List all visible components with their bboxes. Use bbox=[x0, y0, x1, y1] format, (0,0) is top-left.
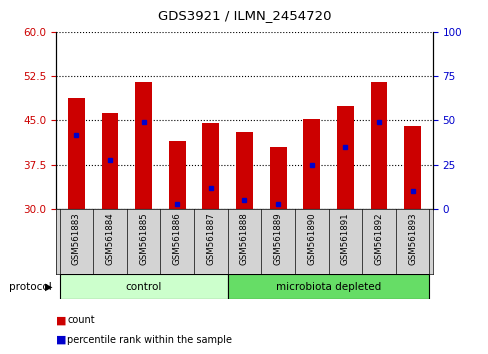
Bar bbox=[370, 82, 386, 209]
Text: microbiota depleted: microbiota depleted bbox=[275, 282, 380, 292]
Text: GSM561886: GSM561886 bbox=[172, 212, 182, 265]
Text: GSM561891: GSM561891 bbox=[340, 212, 349, 265]
Bar bbox=[202, 123, 219, 209]
Bar bbox=[227, 274, 428, 299]
Text: control: control bbox=[125, 282, 162, 292]
Text: GSM561883: GSM561883 bbox=[72, 212, 81, 265]
Bar bbox=[404, 126, 420, 209]
Bar bbox=[269, 147, 286, 209]
Bar bbox=[60, 274, 227, 299]
Text: GSM561884: GSM561884 bbox=[105, 212, 114, 265]
Text: GDS3921 / ILMN_2454720: GDS3921 / ILMN_2454720 bbox=[158, 9, 330, 22]
Text: GSM561885: GSM561885 bbox=[139, 212, 148, 265]
Bar bbox=[102, 113, 118, 209]
Text: ■: ■ bbox=[56, 315, 66, 325]
Text: percentile rank within the sample: percentile rank within the sample bbox=[67, 335, 232, 345]
Bar bbox=[68, 98, 84, 209]
Bar bbox=[303, 119, 320, 209]
Bar bbox=[336, 105, 353, 209]
Text: count: count bbox=[67, 315, 95, 325]
Text: GSM561893: GSM561893 bbox=[407, 212, 416, 265]
Text: GSM561892: GSM561892 bbox=[374, 212, 383, 265]
Text: GSM561890: GSM561890 bbox=[306, 212, 316, 265]
Text: GSM561887: GSM561887 bbox=[206, 212, 215, 265]
Bar bbox=[135, 82, 152, 209]
Text: GSM561888: GSM561888 bbox=[240, 212, 248, 265]
Text: ■: ■ bbox=[56, 335, 66, 345]
Text: ▶: ▶ bbox=[45, 282, 53, 292]
Bar bbox=[168, 141, 185, 209]
Text: protocol: protocol bbox=[9, 282, 51, 292]
Text: GSM561889: GSM561889 bbox=[273, 212, 282, 265]
Bar bbox=[236, 132, 252, 209]
